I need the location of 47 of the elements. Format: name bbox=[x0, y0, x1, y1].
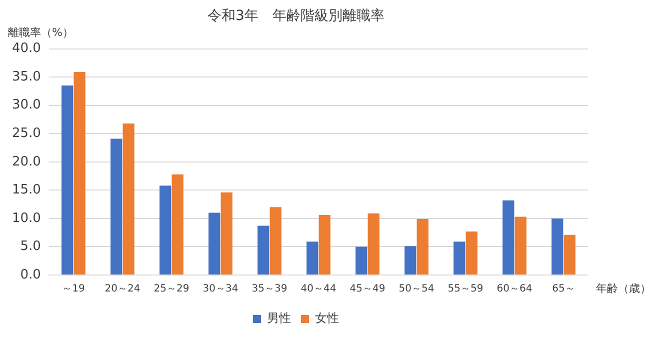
x-tick-label: 50～54 bbox=[398, 284, 434, 295]
y-tick-label: 5.0 bbox=[20, 239, 41, 254]
bar bbox=[356, 246, 368, 274]
bar bbox=[160, 186, 172, 274]
bar bbox=[368, 213, 380, 274]
bar bbox=[62, 86, 74, 274]
y-tick-label: 10.0 bbox=[12, 210, 41, 226]
bar bbox=[122, 123, 134, 274]
legend-label: 女性 bbox=[315, 311, 339, 326]
bar bbox=[404, 246, 416, 274]
legend-label: 男性 bbox=[267, 311, 291, 326]
bar bbox=[270, 207, 282, 274]
x-tick-label: 30～34 bbox=[202, 284, 238, 295]
y-tick-label: 0.0 bbox=[20, 267, 41, 282]
chart-title: 令和3年 年齢階級別離職率 bbox=[208, 8, 384, 24]
bar bbox=[454, 242, 466, 274]
x-tick-label: 60～64 bbox=[496, 284, 532, 295]
y-tick-label: 20.0 bbox=[12, 154, 41, 170]
y-tick-label: 30.0 bbox=[12, 98, 41, 113]
bar bbox=[514, 216, 526, 274]
bar bbox=[74, 72, 86, 274]
bar bbox=[552, 218, 564, 274]
bar bbox=[220, 192, 232, 274]
y-tick-label: 15.0 bbox=[12, 182, 41, 198]
bar bbox=[502, 200, 514, 274]
bar bbox=[306, 242, 318, 274]
bar bbox=[318, 215, 330, 274]
bar bbox=[258, 226, 270, 274]
x-tick-label: 20～24 bbox=[104, 284, 140, 295]
y-tick-label: 25.0 bbox=[12, 126, 41, 141]
y-tick-label: 35.0 bbox=[12, 69, 41, 84]
x-tick-label: 35～39 bbox=[252, 284, 288, 295]
bar bbox=[110, 138, 122, 274]
x-tick-label: 45～49 bbox=[350, 284, 386, 295]
y-tick-label: 40.0 bbox=[12, 41, 41, 56]
x-tick-label: 65～ bbox=[552, 284, 575, 295]
bar bbox=[172, 174, 184, 274]
bar bbox=[564, 234, 576, 274]
x-tick-label: ～19 bbox=[62, 284, 85, 295]
x-tick-label: 40～44 bbox=[300, 284, 336, 295]
bar bbox=[466, 231, 478, 274]
bar bbox=[208, 212, 220, 274]
bar bbox=[416, 219, 428, 274]
x-tick-label: 55～59 bbox=[448, 284, 484, 295]
x-tick-label: 25～29 bbox=[154, 284, 190, 295]
y-axis-title: 離職率（%） bbox=[8, 26, 74, 39]
x-axis-title: 年齢（歳） bbox=[596, 282, 650, 295]
